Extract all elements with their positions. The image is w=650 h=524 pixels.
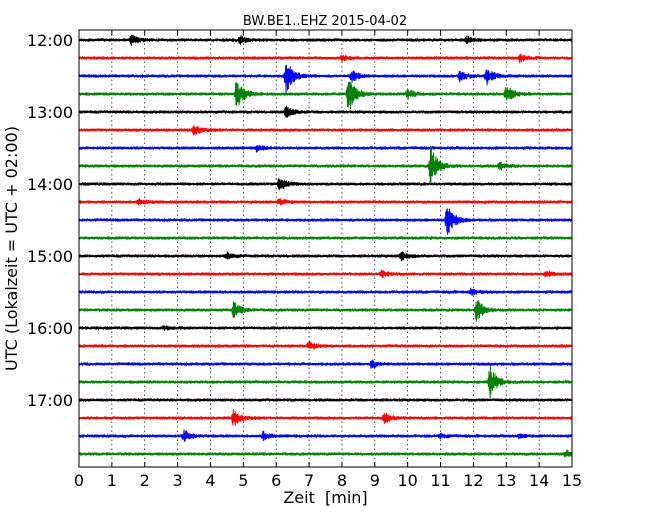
x-tick-label: 1 [107,471,117,490]
seismic-trace-row [78,65,573,95]
seismic-trace-row [78,300,573,322]
x-tick-label: 2 [140,471,150,490]
seismic-traces [78,34,573,458]
seismic-trace-row [78,235,573,241]
y-tick-label: 16:00 [27,319,73,338]
y-tick-label: 12:00 [27,31,73,50]
seismic-trace-row [78,365,573,399]
seismic-trace-row [78,325,573,331]
seismic-trace-row [78,408,573,426]
y-axis-label: UTC (Lokalzeit = UTC + 02:00) [2,126,21,371]
x-tick-label: 5 [238,471,248,490]
seismic-trace-row [78,145,573,183]
seismic-trace-row [78,429,573,442]
y-tick-label: 13:00 [27,103,73,122]
x-tick-label: 8 [337,471,347,490]
x-axis-label: Zeit [min] [283,488,367,507]
y-tick-label: 15:00 [27,247,73,266]
x-tick-label: 6 [271,471,281,490]
x-tick-label: 0 [74,471,84,490]
seismic-trace-row [78,359,573,369]
y-tick-label: 14:00 [27,175,73,194]
x-tick-label: 7 [304,471,314,490]
seismic-trace-row [78,81,573,109]
seismic-trace-row [78,287,573,296]
x-tick-label: 11 [430,471,450,490]
seismic-trace-row [78,34,573,46]
seismic-trace-row [78,397,573,403]
seismic-trace-row [78,449,573,458]
seismic-trace-row [78,178,573,191]
seismic-trace-row [78,251,573,262]
seismic-trace-row [78,105,573,118]
x-tick-label: 15 [562,471,582,490]
x-tick-label: 14 [529,471,549,490]
seismic-trace-row [78,340,573,350]
seismic-trace-row [78,145,573,153]
x-tick-label: 12 [463,471,483,490]
x-tick-label: 9 [370,471,380,490]
x-tick-label: 13 [496,471,516,490]
chart-title: BW.BE1..EHZ 2015-04-02 [243,14,407,29]
seismic-trace-row [78,198,573,206]
axis-ticks: 0 1 2 3 4 5 6 7 8 9 10 11 12 13 14 1512:0013:0014:0015:… [27,30,582,490]
seismic-trace-row [78,208,573,235]
y-tick-label: 17:00 [27,391,73,410]
seismic-trace-row [78,125,573,136]
x-tick-label: 3 [173,471,183,490]
seismic-trace-row [78,269,573,279]
x-tick-label: 4 [205,471,215,490]
seismic-trace-row [78,53,573,64]
plot-frame [78,29,573,468]
x-tick-label: 10 [397,471,417,490]
